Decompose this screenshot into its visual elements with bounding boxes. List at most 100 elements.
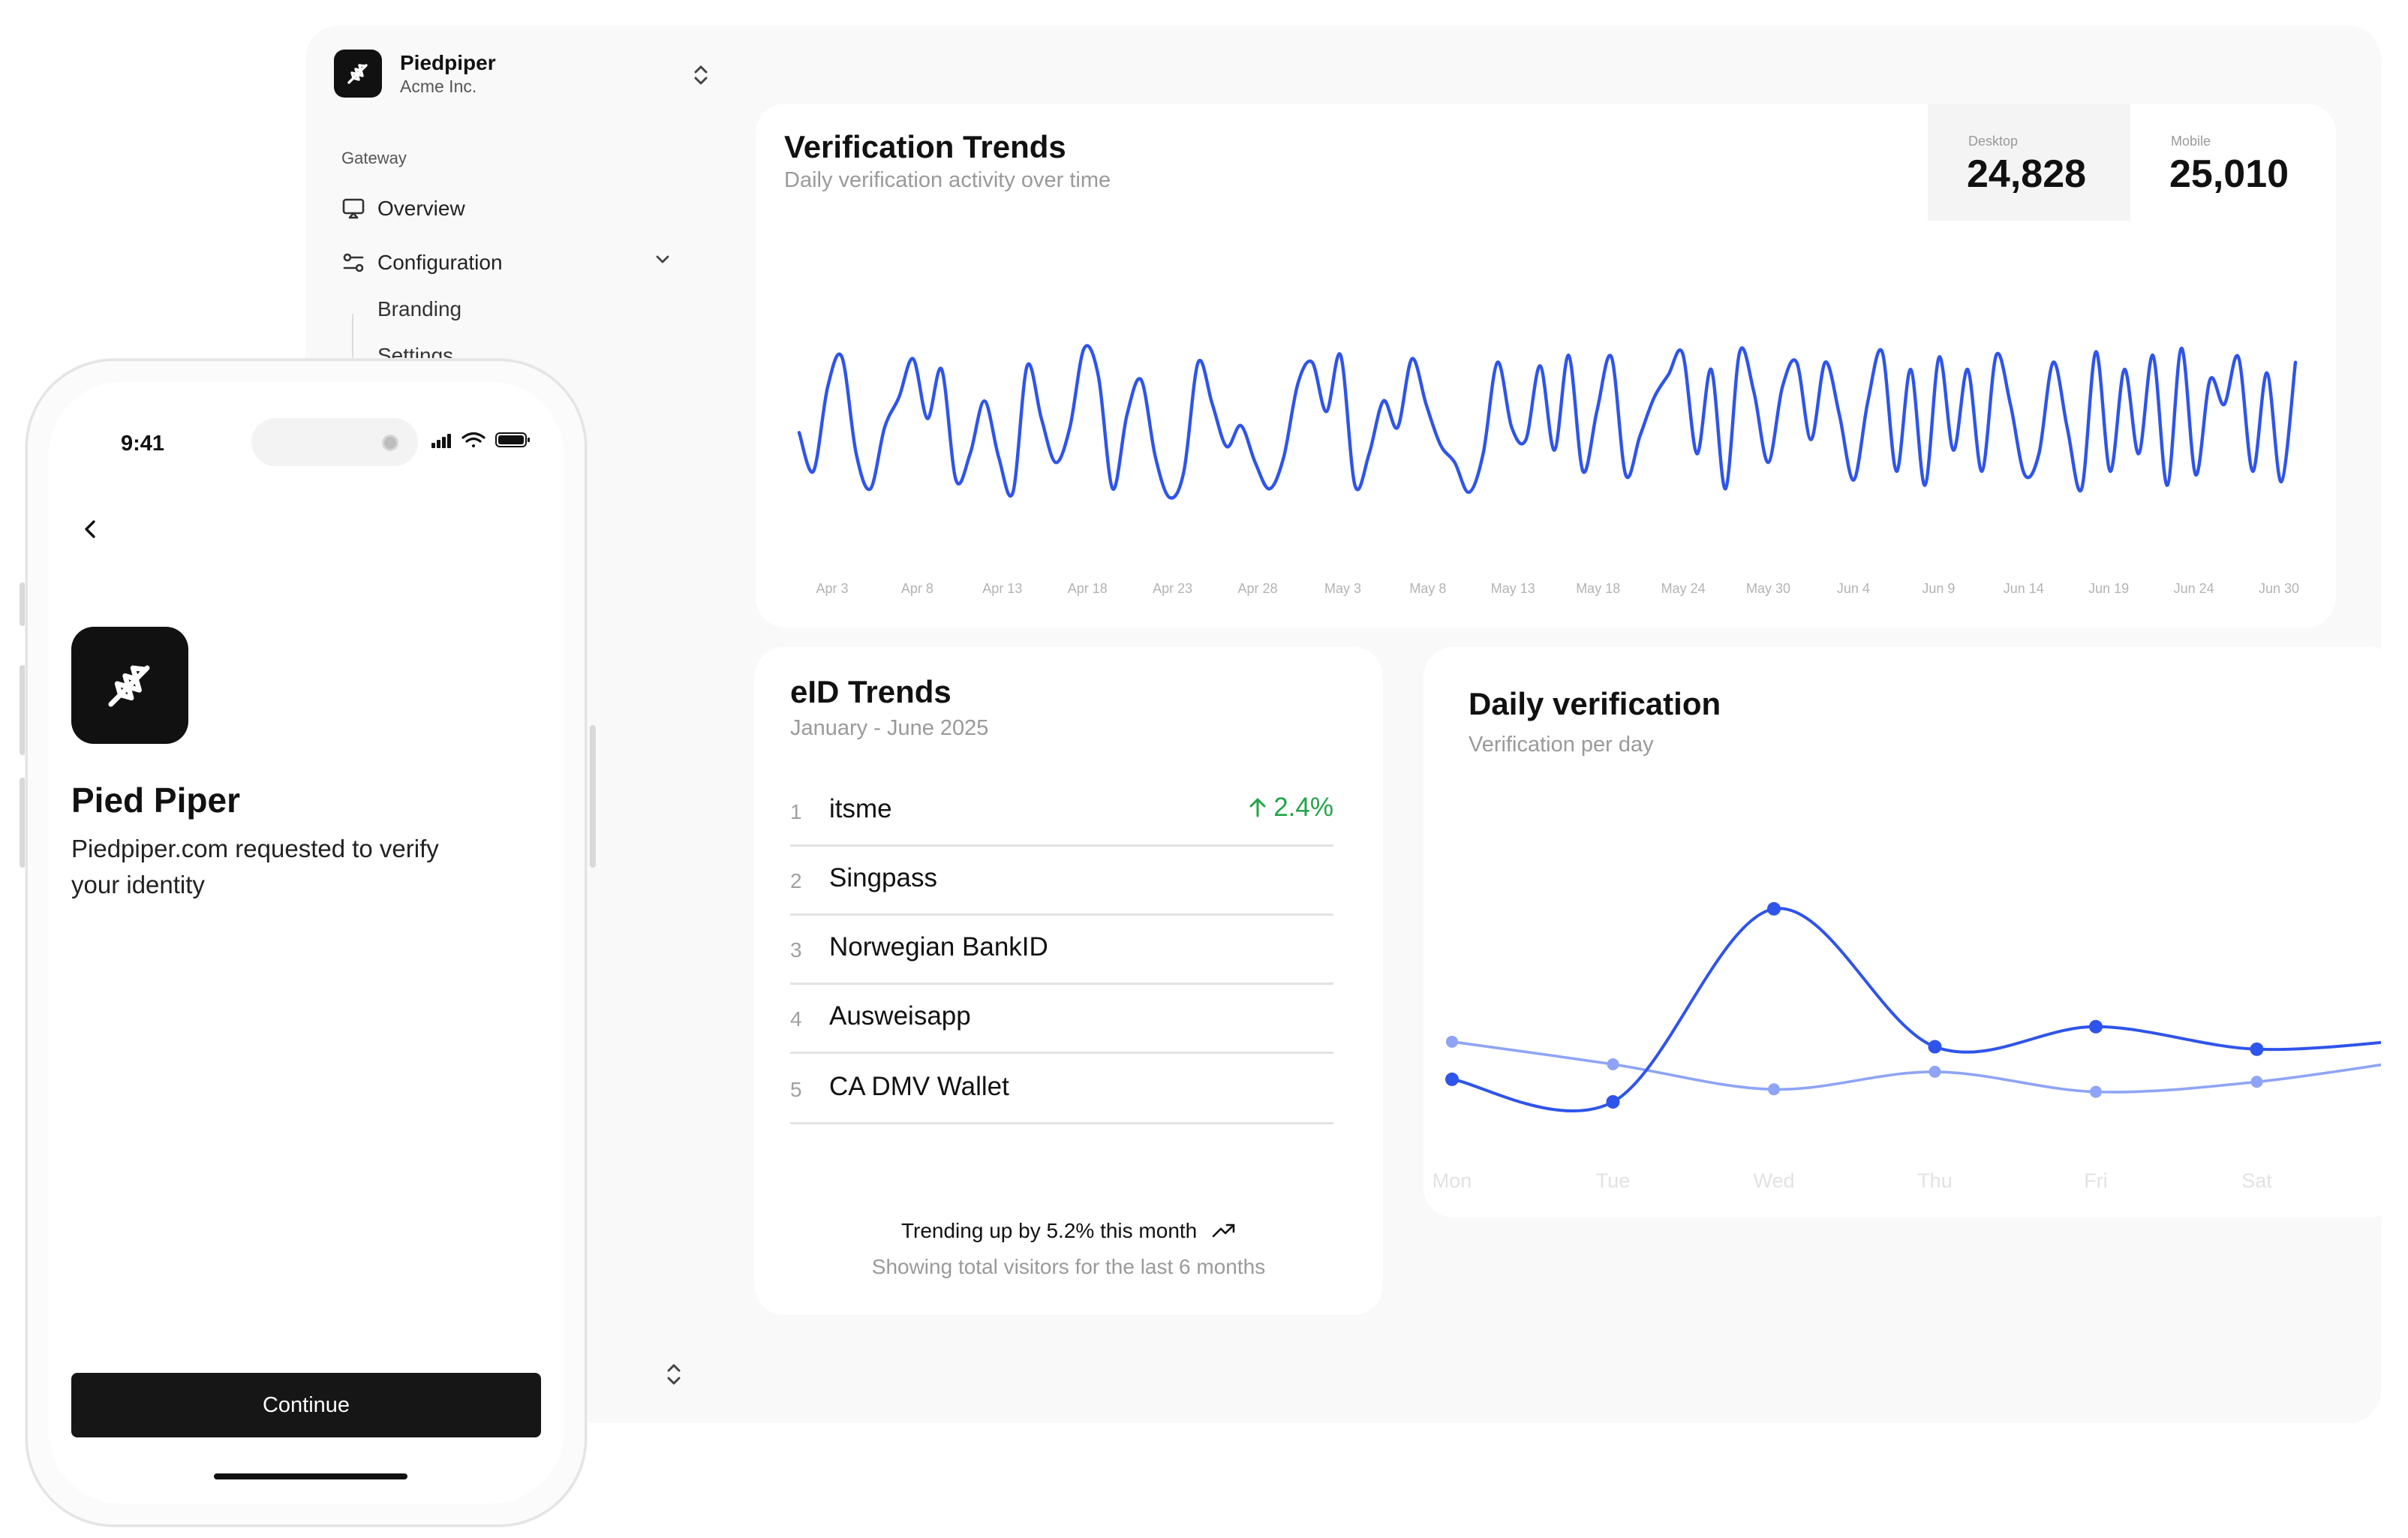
app-logo-icon [71,627,188,744]
trend-change: 2.4% [1246,793,1333,823]
continue-button[interactable]: Continue [71,1373,541,1437]
team-name: Piedpiper [400,51,496,74]
series-line [797,344,2298,500]
data-point [2089,1019,2103,1034]
card-title: eID Trends [790,674,951,709]
card-subtitle: Verification per day [1469,733,1654,757]
stat-label: Mobile [2171,134,2211,149]
team-org: Acme Inc. [400,77,477,96]
x-tick-label: Jun 30 [2259,581,2299,596]
monitor-icon [342,198,365,219]
nav-item-label: Overview [377,197,465,220]
nav-group-label: Gateway [341,149,407,167]
x-tick-label: May 13 [1491,581,1535,596]
back-chevron-icon[interactable] [77,516,104,543]
x-tick-label: Sat [2241,1169,2272,1192]
arrow-up-icon [1249,798,1266,817]
data-point [1768,1083,1780,1096]
x-tick-label: Apr 3 [816,581,848,596]
home-indicator [214,1473,407,1479]
card-subtitle: January - June 2025 [790,716,989,740]
dashboard-panel: Piedpiper Acme Inc. Gateway Overview Con… [305,26,2381,1423]
verification-trends-card: Verification Trends Daily verification a… [756,104,2336,628]
x-tick-label: Mon [1432,1169,1472,1192]
x-tick-label: Wed [1753,1169,1794,1192]
piedpiper-logo-icon [334,50,382,98]
stat-label: Desktop [1968,134,2019,149]
phone-side-button [20,582,26,626]
phone-mockup: 9:41 [26,359,587,1527]
trend-summary-text: Trending up by 5.2% this month [900,1219,1198,1242]
stat-desktop[interactable]: Desktop 24,828 [1928,104,2130,221]
x-tick-label: Jun 24 [2174,581,2214,596]
signal-icon [431,434,451,448]
daily-verification-card: Daily verification Verification per day … [1423,647,2381,1217]
x-tick-label: Apr 18 [1068,581,1108,596]
daily-verification-chart: MonTueWedThuFriSatSun [1432,901,2381,1192]
phone-screen: 9:41 [49,382,564,1503]
x-tick-label: Jun 4 [1837,581,1870,596]
data-point [1607,1058,1619,1070]
list-rank: 2 [790,869,802,892]
chevrons-up-down-icon[interactable] [664,1362,684,1387]
card-subtitle: Daily verification activity over time [784,168,1111,192]
trend-footnote: Showing total visitors for the last 6 mo… [871,1255,1266,1278]
list-name: Singpass [829,863,937,892]
list-item[interactable]: 3 Norwegian BankID [790,916,1333,985]
list-name: Ausweisapp [829,1001,971,1031]
x-tick-label: May 8 [1409,581,1446,596]
list-rank: 5 [790,1078,802,1101]
nav-item-label: Configuration [377,251,503,274]
card-title: Verification Trends [784,129,1066,164]
status-icons [431,432,530,448]
list-item[interactable]: 4 Ausweisapp [790,985,1333,1054]
request-description: Piedpiper.com requested to verify your i… [71,835,439,898]
x-tick-label: May 3 [1324,581,1361,596]
list-name: itsme [829,794,892,823]
list-item[interactable]: 5 CA DMV Wallet [790,1055,1333,1124]
x-tick-label: Apr 13 [982,581,1022,596]
list-name: Norwegian BankID [829,932,1048,962]
data-point [1928,1040,1942,1054]
list-item[interactable]: 2 Singpass [790,847,1333,916]
x-tick-label: Apr 28 [1238,581,1278,596]
card-title: Daily verification [1469,686,1721,721]
app-title: Pied Piper [71,781,240,820]
list-item[interactable]: 1 itsme 2.4% [790,778,1333,847]
series-line [1451,907,2381,1112]
nav-item-configuration[interactable]: Configuration [341,246,503,279]
nav-item-overview[interactable]: Overview [341,192,465,225]
team-switcher[interactable]: Piedpiper Acme Inc. [334,50,708,102]
dynamic-island [251,418,418,466]
wifi-icon [461,432,486,447]
data-point [1929,1065,1941,1078]
x-tick-label: Fri [2084,1169,2107,1192]
data-point [1445,1072,1459,1086]
sub-item-branding[interactable]: Branding [377,297,462,321]
data-point [2250,1042,2264,1056]
x-tick-label: Jun 9 [1922,581,1955,596]
x-tick-label: Tue [1596,1169,1631,1192]
stat-mobile[interactable]: Mobile 25,010 [2130,104,2336,221]
battery-icon [495,432,530,447]
chevron-down-icon[interactable] [654,251,672,269]
sliders-icon [343,253,364,272]
trend-summary: Trending up by 5.2% this month [754,1219,1383,1243]
stat-value: 25,010 [2169,152,2289,196]
data-point [2250,1076,2263,1088]
phone-side-button [20,778,26,868]
phone-side-button [20,665,26,755]
verification-trends-chart: Apr 3 Apr 8 Apr 13 Apr 18 Apr 23 Apr 28 May 3 M… [797,344,2299,596]
status-time: 9:41 [121,432,165,456]
chevrons-up-down-icon[interactable] [690,62,712,89]
list-rank: 3 [790,938,802,962]
list-rank: 1 [790,800,802,823]
list-name: CA DMV Wallet [829,1072,1009,1101]
stat-value: 24,828 [1967,152,2087,196]
data-point [1606,1094,1620,1109]
eid-trends-card: eID Trends January - June 2025 1 itsme 2… [754,647,1383,1315]
x-tick-label: Jun 14 [2004,581,2044,596]
x-tick-label: May 30 [1746,581,1790,596]
x-tick-label: May 24 [1661,581,1706,596]
x-tick-label: Jun 19 [2088,581,2129,596]
